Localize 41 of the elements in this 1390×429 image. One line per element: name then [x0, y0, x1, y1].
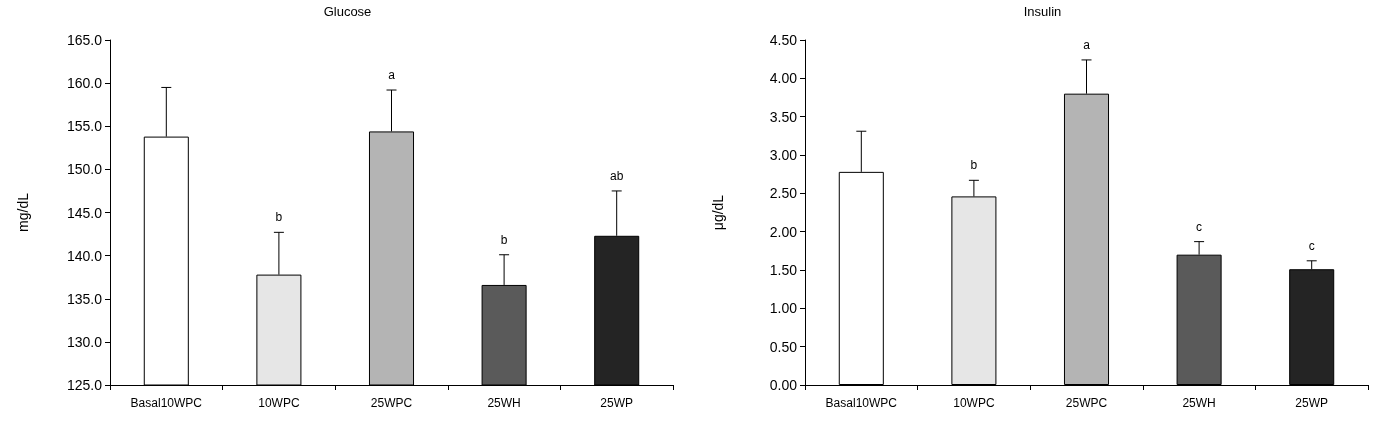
annotation: b: [970, 158, 978, 173]
x-tick-label: 25WP: [1295, 396, 1329, 410]
y-tick-label: 145.0: [66, 204, 103, 221]
y-tick-label: 130.0: [66, 333, 103, 350]
annotation: c: [1308, 238, 1315, 253]
x-tick-label: Basal10WPC: [130, 396, 203, 410]
x-tick-label: 25WPC: [1065, 396, 1108, 410]
y-tick-label: 4.00: [769, 70, 798, 87]
x-tick-label: 25WP: [600, 396, 634, 410]
x-tick-label: 25WH: [1182, 396, 1216, 410]
x-tick-label: Basal10WPC: [825, 396, 898, 410]
annotation: a: [1083, 37, 1091, 52]
x-tick-label: 25WPC: [370, 396, 413, 410]
annotation: b: [275, 210, 283, 225]
annotation: ab: [610, 168, 624, 183]
y-tick-label: 165.0: [66, 32, 103, 48]
x-tick-label: 10WPC: [953, 396, 995, 410]
y-tick-label: 125.0: [66, 377, 103, 393]
annotation: c: [1196, 219, 1203, 234]
y-tick-label: 3.50: [769, 108, 798, 125]
y-tick-label: 1.50: [769, 262, 798, 278]
y-axis-title: μg/dL: [710, 194, 726, 231]
y-tick-label: 135.0: [66, 290, 103, 307]
y-tick-label: 2.00: [769, 223, 798, 240]
y-tick-label: 0.00: [769, 377, 798, 393]
chart-title: Glucose: [323, 4, 372, 19]
y-tick-label: 3.00: [769, 147, 798, 163]
y-tick-label: 160.0: [66, 75, 103, 92]
y-tick-label: 150.0: [66, 161, 103, 178]
x-tick-label: 10WPC: [258, 396, 300, 410]
y-tick-label: 1.00: [769, 300, 798, 317]
y-tick-label: 2.50: [769, 185, 798, 202]
y-tick-label: 140.0: [66, 247, 103, 264]
y-axis-title: mg/dL: [15, 192, 31, 232]
y-tick-label: 155.0: [66, 118, 103, 135]
annotation: a: [388, 68, 396, 83]
x-tick-label: 25WH: [487, 396, 521, 410]
y-tick-label: 0.50: [769, 338, 798, 355]
y-tick-label: 4.50: [769, 32, 798, 48]
annotation: b: [500, 232, 508, 247]
chart-title: Insulin: [1023, 4, 1062, 19]
